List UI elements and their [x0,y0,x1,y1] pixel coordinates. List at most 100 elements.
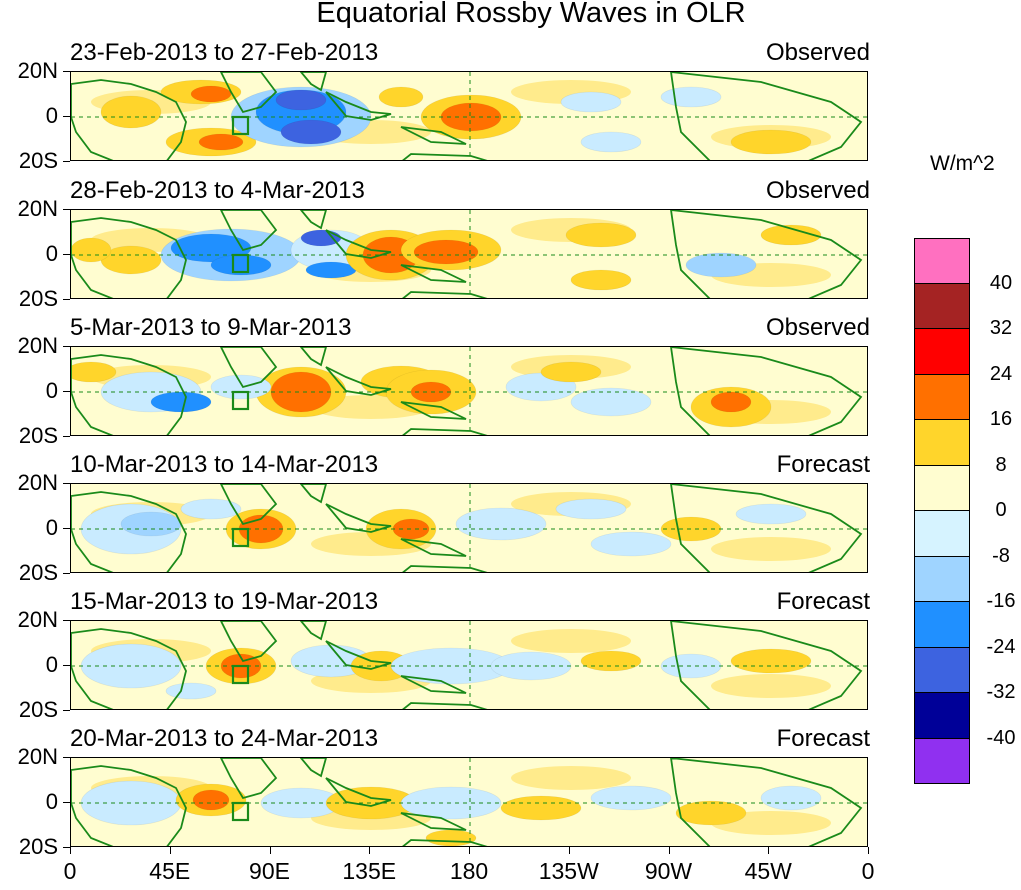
latitude-tick [63,757,70,758]
latitude-tick [63,802,70,803]
longitude-tick [668,847,670,854]
colorbar-label: 16 [989,408,1013,430]
anomaly-contour [192,789,230,811]
anomaly-contour [675,800,747,826]
anomaly-contour [100,95,162,129]
coastline [670,210,863,298]
panel-date: 5-Mar-2013 to 9-Mar-2013 [70,314,352,341]
coastline [71,79,187,160]
coastline [219,72,278,114]
reference-box [231,253,250,274]
latitude-tick [63,573,70,574]
anomaly-contour [555,498,627,520]
latitude-label: 0 [45,241,58,266]
latitude-label: 0 [45,103,58,128]
longitude-tick [369,847,371,854]
anomaly-band [511,766,631,790]
latitude-tick [63,209,70,210]
colorbar-units: W/m^2 [930,152,995,175]
coastline [402,839,488,846]
reference-box [231,527,250,548]
coastline [219,484,278,526]
anomaly-contour [730,648,812,674]
colorbar-swatch [914,738,970,784]
colorbar-swatch [914,647,970,693]
coastline [400,401,467,420]
anomaly-contour [150,391,212,413]
chart-title: Equatorial Rossby Waves in OLR [316,0,746,29]
latitude-tick [63,116,70,117]
latitude-tick [63,710,70,711]
anomaly-contour [71,237,112,263]
olr-anomaly-map-panel [70,620,868,710]
latitude-label: 0 [45,378,58,403]
anomaly-contour [760,224,822,246]
latitude-tick [63,254,70,255]
anomaly-band [711,537,831,561]
anomaly-contour [165,682,217,700]
colorbar-label: 24 [989,362,1013,385]
longitude-label: 0 [63,858,77,884]
latitude-label: 0 [45,652,58,677]
anomaly-contour [560,91,622,113]
colorbar-swatch [914,556,970,602]
olr-anomaly-map-panel [70,346,868,436]
colorbar [914,238,970,784]
longitude-label: 0 [861,858,875,884]
longitude-tick [169,847,171,854]
colorbar-swatch [914,238,970,284]
colorbar-swatch [914,511,970,557]
coastline [670,621,863,709]
anomaly-contour [590,531,672,557]
coastline [400,812,467,831]
latitude-label: 20S [18,286,58,311]
coastline [299,484,327,504]
coastline [400,538,467,557]
colorbar-swatch [914,329,970,375]
colorbar-label: 40 [989,271,1013,294]
panel-date: 15-Mar-2013 to 19-Mar-2013 [70,588,379,615]
panel-kind-label: Observed [765,314,870,341]
latitude-label: 0 [45,789,58,814]
longitude-tick [70,847,71,854]
anomaly-contour [413,239,479,265]
coastline [325,91,392,121]
coastline [402,291,488,298]
longitude-label: 90W [644,858,693,884]
anomaly-contour [685,252,757,278]
colorbar-swatch [914,374,970,420]
panel-kind-label: Observed [765,177,870,204]
anomaly-contour [590,785,672,811]
coastline [219,621,278,663]
colorbar-label: 0 [995,499,1007,521]
anomaly-contour [570,387,652,417]
coastline [219,758,278,800]
coastline [670,347,863,435]
panel-kind-label: Forecast [776,725,870,752]
olr-map [71,72,867,160]
anomaly-band [511,629,631,653]
latitude-tick [63,346,70,347]
latitude-label: 20N [17,196,58,221]
panel-kind-label: Forecast [776,588,870,615]
anomaly-contour [180,498,242,520]
anomaly-contour [580,131,642,153]
olr-anomaly-map-panel [70,209,868,299]
panel-date: 28-Feb-2013 to 4-Mar-2013 [70,177,365,204]
coastline [299,347,327,367]
panel-date: 20-Mar-2013 to 24-Mar-2013 [70,725,379,752]
colorbar-label: -32 [986,681,1016,703]
coastline [325,777,392,807]
longitude-label: 180 [449,858,489,884]
anomaly-contour [540,361,602,383]
latitude-tick [63,483,70,484]
olr-map [71,758,867,846]
longitude-tick [868,847,869,854]
olr-map [71,621,867,709]
panel-date: 10-Mar-2013 to 14-Mar-2013 [70,451,379,478]
colorbar-label: -40 [986,726,1016,749]
colorbar-swatch [914,465,970,511]
coastline [71,628,187,709]
colorbar-swatch [914,420,970,466]
anomaly-contour [300,229,342,247]
